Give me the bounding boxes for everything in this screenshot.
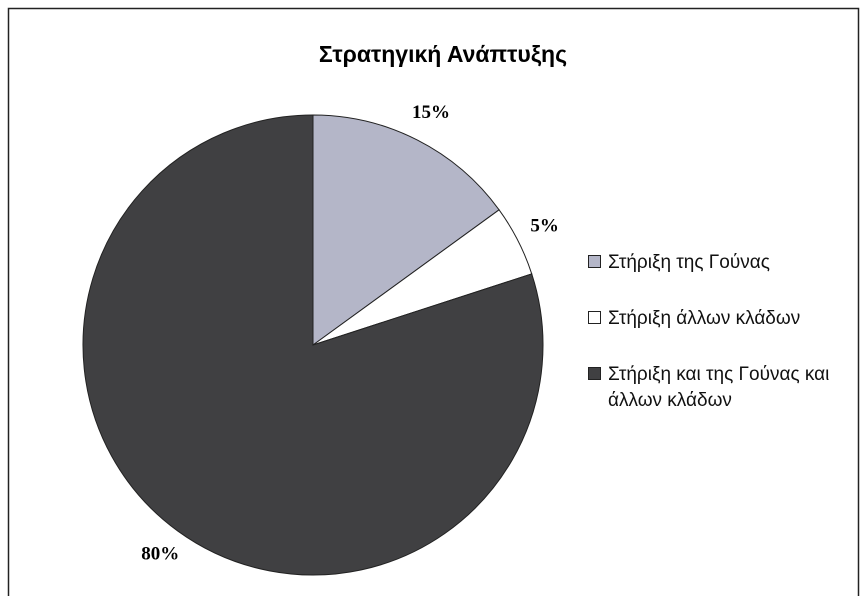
- legend-item: Στήριξη άλλων κλάδων: [588, 306, 858, 332]
- legend-item: Στήριξη και της Γούνας και άλλων κλάδων: [588, 362, 858, 414]
- legend-swatch: [588, 311, 601, 324]
- legend: Στήριξη της Γούνας Στήριξη άλλων κλάδων Στ…: [588, 250, 858, 444]
- legend-swatch: [588, 255, 601, 268]
- legend-label: Στήριξη της Γούνας: [608, 252, 770, 273]
- pie-slice: [82, 114, 544, 576]
- data-label: 5%: [530, 215, 559, 236]
- legend-swatch: [588, 367, 601, 380]
- legend-item: Στήριξη της Γούνας: [588, 250, 858, 276]
- pie-slice: [312, 114, 500, 346]
- data-label: 15%: [412, 102, 450, 123]
- frame: [7, 7, 860, 596]
- data-label: 80%: [141, 544, 179, 565]
- legend-label: Στήριξη άλλων κλάδων: [608, 308, 801, 329]
- legend-label: Στήριξη και της Γούνας και άλλων κλάδων: [608, 364, 830, 411]
- chart-title: Στρατηγική Ανάπτυξης: [319, 41, 567, 67]
